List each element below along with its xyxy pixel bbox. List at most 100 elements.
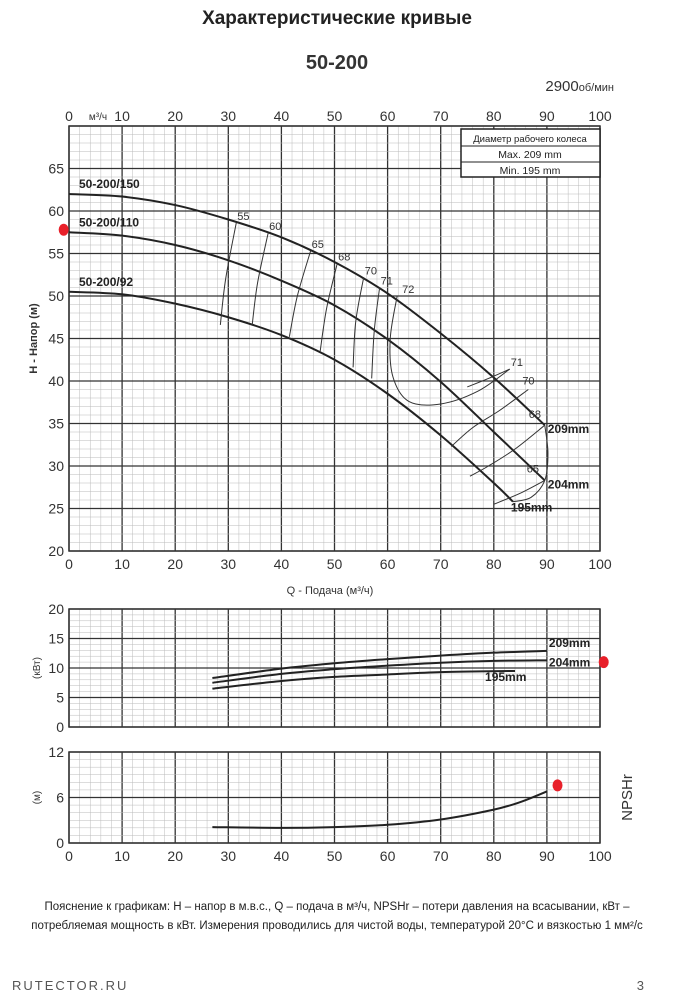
x-tick-label-top: 70 (433, 108, 449, 124)
y-tick-label: 65 (48, 161, 64, 177)
x-tick-label: 80 (486, 556, 502, 572)
footer-site: RUTECTOR.RU (12, 978, 129, 993)
y-tick-label: 20 (48, 543, 64, 559)
y-axis-label: H - Напор (м) (28, 303, 40, 374)
series-label: 50-200/110 (79, 215, 139, 229)
series-line-50-200/92 (68, 290, 514, 503)
series-line-204mm (212, 659, 547, 684)
legend-frame (460, 128, 601, 178)
x-tick-label: 70 (433, 556, 449, 572)
npsh-label: NPSHr (619, 774, 636, 821)
series-line-50-200/110 (68, 231, 546, 482)
legend-max: Max. 209 mm (498, 149, 562, 161)
x-tick-label-top: 20 (167, 108, 183, 124)
x-tick-label: 60 (380, 556, 396, 572)
speed-unit: об/мин (578, 82, 614, 94)
y-tick-label: 40 (48, 373, 64, 389)
x-tick-label: 30 (221, 556, 237, 572)
efficiency-curve (288, 250, 312, 337)
x-tick-label: 70 (433, 848, 449, 864)
x-tick-label: 10 (114, 848, 130, 864)
x-tick-label-top: 40 (274, 108, 290, 124)
efficiency-curve (450, 389, 529, 447)
y-axis-label: (м) (32, 791, 43, 805)
x-tick-label-top: 0 (65, 108, 73, 124)
x-unit-label: м³/ч (89, 112, 107, 123)
efficiency-label: 70 (365, 265, 377, 277)
plot-frame (68, 751, 601, 844)
y-tick-label: 6 (56, 790, 64, 806)
operating-boundary (512, 425, 549, 503)
y-tick-label: 60 (48, 203, 64, 219)
efficiency-curve (467, 368, 510, 388)
efficiency-label: 68 (529, 409, 541, 421)
series-label: 209mm (549, 636, 590, 650)
x-axis-label: Q - Подача (м³/ч) (287, 585, 374, 597)
efficiency-curve (219, 222, 237, 325)
legend-min: Min. 195 mm (500, 165, 561, 177)
x-tick-label-top: 60 (380, 108, 396, 124)
y-tick-label: 50 (48, 288, 64, 304)
y-tick-label: 20 (48, 601, 64, 617)
efficiency-label: 71 (511, 357, 523, 369)
series-end-label: 204mm (548, 477, 589, 491)
efficiency-label: 72 (402, 284, 414, 296)
y-tick-label: 35 (48, 416, 64, 432)
x-tick-label-top: 90 (539, 108, 555, 124)
x-tick-label: 50 (327, 556, 343, 572)
page-title: Характеристические кривые (202, 8, 472, 29)
series-line-195mm (212, 669, 516, 690)
efficiency-label: 60 (269, 221, 281, 233)
x-tick-label: 20 (167, 848, 183, 864)
red-marker (552, 779, 563, 792)
efficiency-curve (251, 232, 269, 325)
pump-model: 50-200 (305, 52, 369, 74)
y-tick-label: 5 (56, 690, 64, 706)
series-label: 195mm (485, 670, 526, 684)
impeller-legend: Диаметр рабочего колеса Max. 209 mm Min. 1… (460, 128, 601, 178)
page-number: 3 (636, 978, 644, 993)
x-tick-label-top: 80 (486, 108, 502, 124)
y-tick-label: 12 (48, 744, 64, 760)
x-tick-label-top: 30 (221, 108, 237, 124)
x-tick-label: 0 (65, 848, 73, 864)
efficiency-label: 65 (527, 463, 539, 475)
efficiency-label: 55 (237, 211, 249, 223)
efficiency-curve (389, 295, 511, 406)
series-line-50-200/150 (68, 193, 546, 426)
y-tick-label: 0 (56, 719, 64, 735)
efficiency-curve (319, 263, 338, 352)
red-marker (58, 223, 69, 236)
efficiency-curve (352, 277, 365, 368)
series-end-label: 209mm (548, 422, 589, 436)
x-tick-label: 90 (539, 848, 555, 864)
efficiency-label: 71 (381, 276, 393, 288)
chart-panel-0: 20 25 30 35 40 45 50 55 60 65 H - Напор (м) 0 10 20 30… (28, 108, 612, 597)
explanation-note: Пояснение к графикам: H – напор в м.в.с.… (31, 901, 643, 932)
efficiency-label: 68 (338, 252, 350, 264)
x-tick-label: 0 (65, 556, 73, 572)
speed-label: 2900об/мин (545, 78, 614, 95)
series-line-209mm (212, 649, 547, 680)
y-axis-label: (кВт) (32, 657, 43, 679)
x-tick-label: 90 (539, 556, 555, 572)
y-tick-label: 30 (48, 458, 64, 474)
x-tick-label: 30 (221, 848, 237, 864)
y-tick-label: 0 (56, 835, 64, 851)
legend-header: Диаметр рабочего колеса (473, 134, 587, 145)
y-tick-label: 15 (48, 631, 64, 647)
x-tick-label: 40 (274, 848, 290, 864)
x-tick-label: 80 (486, 848, 502, 864)
x-tick-label: 50 (327, 848, 343, 864)
chart-panel-2: 0 6 12 (м) 0 10 20 30 40 50 60 70 80 90 100 NPSHr (32, 744, 636, 864)
chart-panel-1: 0 5 10 15 20 (кВт) 209mm 204mm 195mm (32, 601, 609, 735)
x-tick-label: 40 (274, 556, 290, 572)
series-end-label: 195mm (511, 501, 552, 515)
y-tick-label: 55 (48, 246, 64, 262)
y-tick-label: 45 (48, 331, 64, 347)
x-tick-label: 100 (588, 556, 612, 572)
speed-value: 2900 (545, 78, 579, 95)
series-label: 204mm (549, 655, 590, 669)
x-tick-label: 60 (380, 848, 396, 864)
